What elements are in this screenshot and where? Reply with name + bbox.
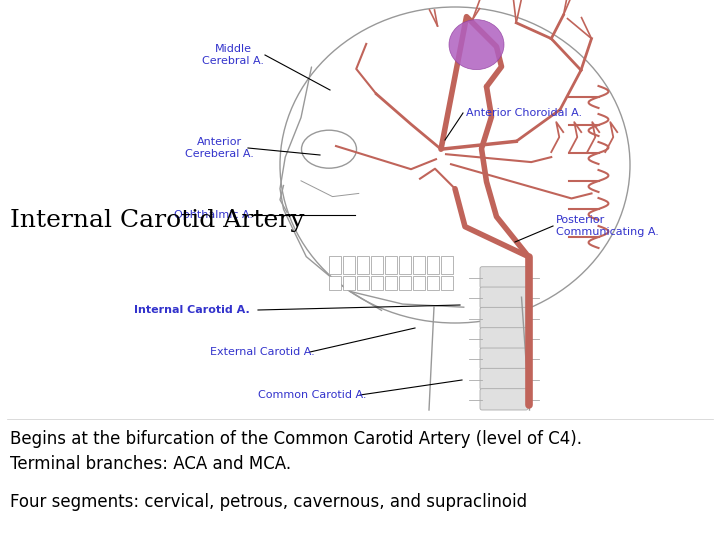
Text: Common Carotid A.: Common Carotid A. — [258, 390, 366, 400]
Bar — [371, 276, 383, 290]
Text: Internal Carotid A.: Internal Carotid A. — [134, 305, 250, 315]
Text: Four segments: cervical, petrous, cavernous, and supraclinoid: Four segments: cervical, petrous, cavern… — [10, 493, 527, 511]
FancyBboxPatch shape — [480, 267, 528, 288]
Bar — [343, 276, 355, 290]
Bar — [413, 276, 425, 290]
Text: Internal Carotid Artery: Internal Carotid Artery — [10, 208, 305, 232]
Text: Ophthalmic A.: Ophthalmic A. — [174, 210, 253, 220]
Bar — [385, 276, 397, 290]
Bar — [385, 256, 397, 274]
Ellipse shape — [449, 19, 504, 70]
Text: External Carotid A.: External Carotid A. — [210, 347, 315, 357]
FancyBboxPatch shape — [480, 389, 528, 410]
Bar — [413, 256, 425, 274]
FancyBboxPatch shape — [480, 287, 528, 308]
Bar — [427, 256, 439, 274]
Bar — [399, 276, 411, 290]
Bar — [357, 276, 369, 290]
Text: Anterior Choroidal A.: Anterior Choroidal A. — [466, 108, 582, 118]
Bar — [343, 256, 355, 274]
Bar — [441, 276, 453, 290]
Text: Posterior
Communicating A.: Posterior Communicating A. — [556, 215, 659, 237]
FancyBboxPatch shape — [480, 307, 528, 329]
Bar — [371, 256, 383, 274]
Text: Middle
Cerebral A.: Middle Cerebral A. — [202, 44, 264, 66]
Text: Begins at the bifurcation of the Common Carotid Artery (level of C4).
Terminal b: Begins at the bifurcation of the Common … — [10, 430, 582, 473]
Bar — [399, 256, 411, 274]
Bar — [441, 256, 453, 274]
FancyBboxPatch shape — [480, 348, 528, 369]
Bar — [329, 256, 341, 274]
Bar — [427, 276, 439, 290]
Text: Anterior
Cereberal A.: Anterior Cereberal A. — [184, 137, 253, 159]
FancyBboxPatch shape — [480, 368, 528, 390]
Bar — [357, 256, 369, 274]
Bar — [329, 276, 341, 290]
FancyBboxPatch shape — [480, 328, 528, 349]
